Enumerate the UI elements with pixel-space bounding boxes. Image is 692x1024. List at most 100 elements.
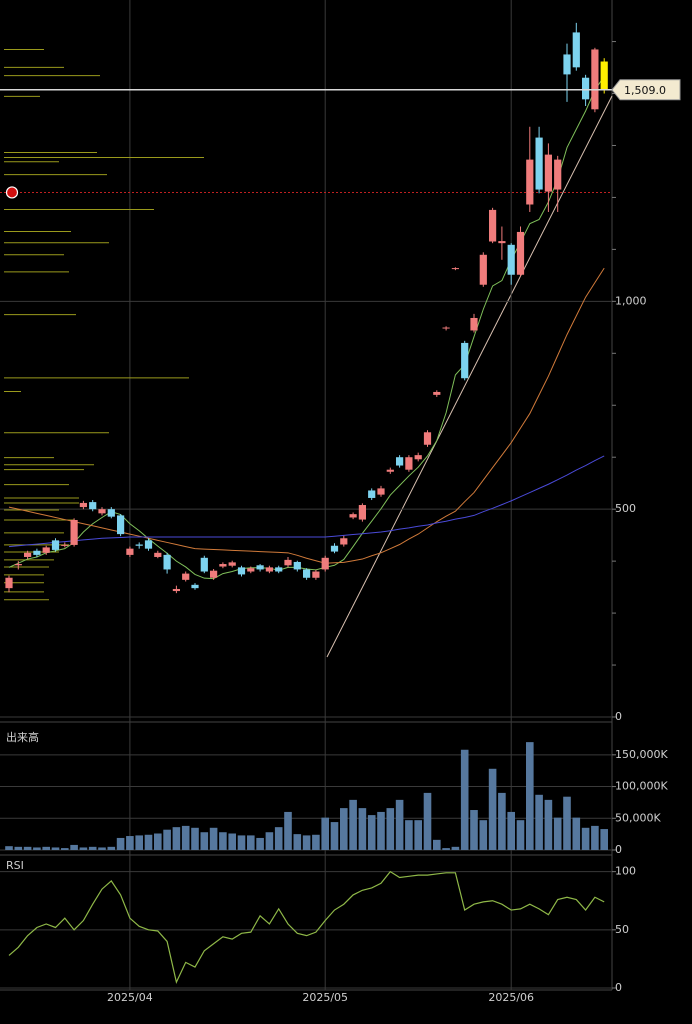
candle-body xyxy=(396,457,404,466)
volume-bar xyxy=(470,810,478,850)
volume-bar xyxy=(544,799,553,850)
volume-bar xyxy=(256,837,264,850)
volume-bar xyxy=(572,817,581,850)
volume-bar xyxy=(591,825,599,850)
candle-body xyxy=(470,317,478,331)
candle-body xyxy=(182,573,190,580)
candle-body xyxy=(247,568,255,572)
moving-average xyxy=(8,267,605,564)
volume-bar xyxy=(423,792,432,850)
candle-body xyxy=(117,515,125,535)
candle-body xyxy=(572,32,580,68)
volume-title: 出来高 xyxy=(6,730,39,744)
candle-body xyxy=(563,54,571,75)
volume-bar xyxy=(144,834,153,850)
y-tick-label: 150,000K xyxy=(615,748,668,761)
volume-bar xyxy=(479,820,488,850)
y-tick-label: 0 xyxy=(615,710,622,723)
candle-body xyxy=(14,564,22,566)
y-tick-label: 100 xyxy=(615,865,636,878)
volume-bar xyxy=(5,846,13,850)
volume-bar xyxy=(302,835,311,850)
candle-body xyxy=(489,209,497,242)
candle-body xyxy=(507,244,515,275)
candle-body xyxy=(172,588,180,592)
volume-bar xyxy=(228,833,236,850)
candle-body xyxy=(24,552,32,557)
x-tick-label: 2025/06 xyxy=(488,991,534,1004)
volume-bar xyxy=(116,837,125,850)
volume-bar xyxy=(358,808,367,850)
candle-body xyxy=(219,564,227,567)
candle-body xyxy=(321,557,329,570)
volume-bar xyxy=(293,834,302,850)
x-tick-label: 2025/04 xyxy=(107,991,153,1004)
candle-body xyxy=(423,432,432,445)
candle-body xyxy=(98,509,106,514)
volume-bar xyxy=(600,829,608,850)
volume-bar xyxy=(386,808,395,850)
volume-bar xyxy=(107,846,116,850)
volume-bar xyxy=(88,846,97,850)
volume-bar xyxy=(498,792,506,850)
volume-bar xyxy=(181,825,190,850)
candle-body xyxy=(33,550,41,555)
candle-body xyxy=(451,268,459,270)
volume-bar xyxy=(200,832,209,850)
volume-bar xyxy=(61,848,69,850)
volume-bar xyxy=(488,768,497,850)
candle-body xyxy=(461,342,469,379)
volume-bar xyxy=(23,846,32,850)
candle-body xyxy=(414,455,422,460)
candle-body xyxy=(191,584,199,589)
candle-body xyxy=(330,545,339,552)
rsi-line xyxy=(8,870,605,985)
candle-body xyxy=(544,154,552,192)
volume-bar xyxy=(135,835,143,850)
x-tick-label: 2025/05 xyxy=(302,991,348,1004)
volume-bar xyxy=(405,820,413,850)
volume-bar xyxy=(284,811,292,850)
volume-bar xyxy=(312,834,320,850)
candle-body xyxy=(554,159,562,190)
volume-bar xyxy=(191,827,199,850)
candle-body xyxy=(79,502,87,508)
y-tick-label: 0 xyxy=(615,981,622,994)
candle-body xyxy=(275,567,283,572)
candle-body xyxy=(516,231,525,275)
candle-body xyxy=(377,488,385,495)
candle-body xyxy=(154,552,162,557)
moving-average xyxy=(8,455,605,548)
candle-body xyxy=(303,569,311,578)
volume-bar xyxy=(442,848,450,850)
volume-bar xyxy=(340,808,348,850)
y-tick-label: 0 xyxy=(615,843,622,856)
y-tick-label: 1,000 xyxy=(615,294,647,307)
volume-bar xyxy=(553,817,562,850)
candle-body xyxy=(358,505,366,520)
candle-body xyxy=(5,577,13,589)
candle-body xyxy=(591,49,599,110)
candle-body xyxy=(368,490,376,498)
candle-body xyxy=(200,557,208,572)
volume-bar xyxy=(209,827,218,850)
candle-body xyxy=(70,519,78,545)
volume-bar xyxy=(247,835,255,850)
candle-body xyxy=(284,559,292,566)
candle-body xyxy=(600,61,608,90)
volume-bar xyxy=(581,827,590,850)
volume-bar xyxy=(126,836,134,850)
volume-bar xyxy=(33,847,41,850)
volume-bar xyxy=(42,846,50,850)
volume-bar xyxy=(321,817,329,850)
candle-body xyxy=(293,561,301,570)
rsi-title: RSI xyxy=(6,859,24,872)
volume-bar xyxy=(163,829,171,850)
volume-bar xyxy=(395,799,404,850)
candle-body xyxy=(126,548,134,555)
candle-body xyxy=(498,241,506,244)
candle-body xyxy=(61,544,69,546)
candle-body xyxy=(386,469,394,472)
volume-bar xyxy=(349,799,357,850)
